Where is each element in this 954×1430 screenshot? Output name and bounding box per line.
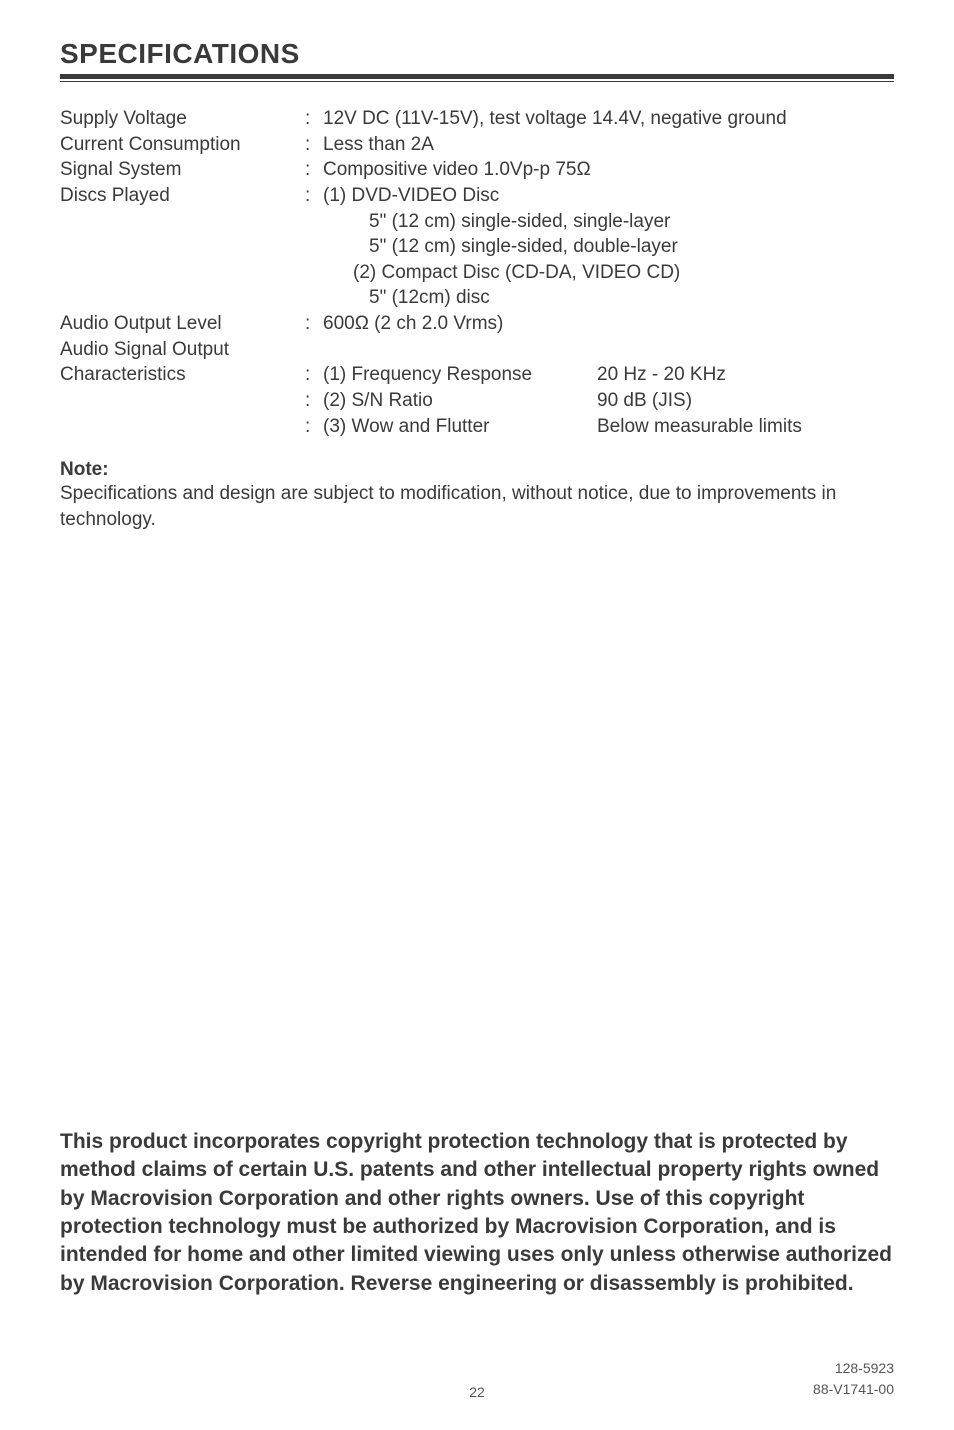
- spec-colon: :: [305, 132, 323, 158]
- spec-value-right: Below measurable limits: [563, 414, 894, 440]
- spec-row-discs-played-sub: 5" (12 cm) single-sided, single-layer: [60, 209, 894, 235]
- spec-value-left: (2) S/N Ratio: [323, 388, 563, 414]
- spec-row-supply-voltage: Supply Voltage : 12V DC (11V-15V), test …: [60, 106, 894, 132]
- spec-value: (2) Compact Disc (CD-DA, VIDEO CD): [323, 260, 894, 286]
- spec-label: Signal System: [60, 157, 305, 183]
- note-block: Note: Specifications and design are subj…: [60, 459, 894, 532]
- spec-colon: :: [305, 414, 323, 440]
- copyright-notice: This product incorporates copyright prot…: [60, 1128, 894, 1298]
- spec-colon: :: [305, 183, 323, 209]
- spec-colon: :: [305, 362, 323, 388]
- spec-value: (1) DVD-VIDEO Disc: [323, 183, 894, 209]
- spec-value-right: 20 Hz - 20 KHz: [563, 362, 894, 388]
- spec-label: Current Consumption: [60, 132, 305, 158]
- spec-row-current-consumption: Current Consumption : Less than 2A: [60, 132, 894, 158]
- spec-row-discs-played-sub: 5" (12cm) disc: [60, 285, 894, 311]
- spec-row-characteristics-sub: : (2) S/N Ratio 90 dB (JIS): [60, 388, 894, 414]
- spec-row-discs-played-sub: (2) Compact Disc (CD-DA, VIDEO CD): [60, 260, 894, 286]
- spec-label: Supply Voltage: [60, 106, 305, 132]
- spec-row-audio-signal-output: Audio Signal Output: [60, 337, 894, 363]
- title-rule: [60, 74, 894, 82]
- spec-label: Discs Played: [60, 183, 305, 209]
- spec-value: 12V DC (11V-15V), test voltage 14.4V, ne…: [323, 106, 894, 132]
- spec-value: 5" (12 cm) single-sided, single-layer: [323, 209, 894, 235]
- spec-colon: :: [305, 157, 323, 183]
- spec-value: 5" (12 cm) single-sided, double-layer: [323, 234, 894, 260]
- note-title: Note:: [60, 459, 894, 481]
- spec-label: Characteristics: [60, 362, 305, 388]
- page-footer: 22 128-5923 88-V1741-00: [60, 1358, 894, 1400]
- spec-value-right: 90 dB (JIS): [563, 388, 894, 414]
- spec-value-left: (3) Wow and Flutter: [323, 414, 563, 440]
- note-text: Specifications and design are subject to…: [60, 481, 894, 532]
- spec-colon: :: [305, 311, 323, 337]
- spec-value: 5" (12cm) disc: [323, 285, 894, 311]
- spec-colon: :: [305, 106, 323, 132]
- footer-ref: 88-V1741-00: [813, 1379, 894, 1400]
- spec-row-signal-system: Signal System : Compositive video 1.0Vp-…: [60, 157, 894, 183]
- spec-row-discs-played: Discs Played : (1) DVD-VIDEO Disc: [60, 183, 894, 209]
- spec-row-discs-played-sub: 5" (12 cm) single-sided, double-layer: [60, 234, 894, 260]
- spec-label: Audio Output Level: [60, 311, 305, 337]
- spec-label: Audio Signal Output: [60, 337, 305, 363]
- spec-value: 600Ω (2 ch 2.0 Vrms): [323, 311, 894, 337]
- spec-row-characteristics-sub: : (3) Wow and Flutter Below measurable l…: [60, 414, 894, 440]
- spec-row-characteristics: Characteristics : (1) Frequency Response…: [60, 362, 894, 388]
- spec-value: Less than 2A: [323, 132, 894, 158]
- page-number: 22: [469, 1384, 485, 1400]
- spec-colon: :: [305, 388, 323, 414]
- spec-value-left: (1) Frequency Response: [323, 362, 563, 388]
- specs-block: Supply Voltage : 12V DC (11V-15V), test …: [60, 106, 894, 439]
- page-title: SPECIFICATIONS: [60, 38, 894, 70]
- spec-row-audio-output-level: Audio Output Level : 600Ω (2 ch 2.0 Vrms…: [60, 311, 894, 337]
- footer-ref: 128-5923: [813, 1358, 894, 1379]
- spec-value: Compositive video 1.0Vp-p 75Ω: [323, 157, 894, 183]
